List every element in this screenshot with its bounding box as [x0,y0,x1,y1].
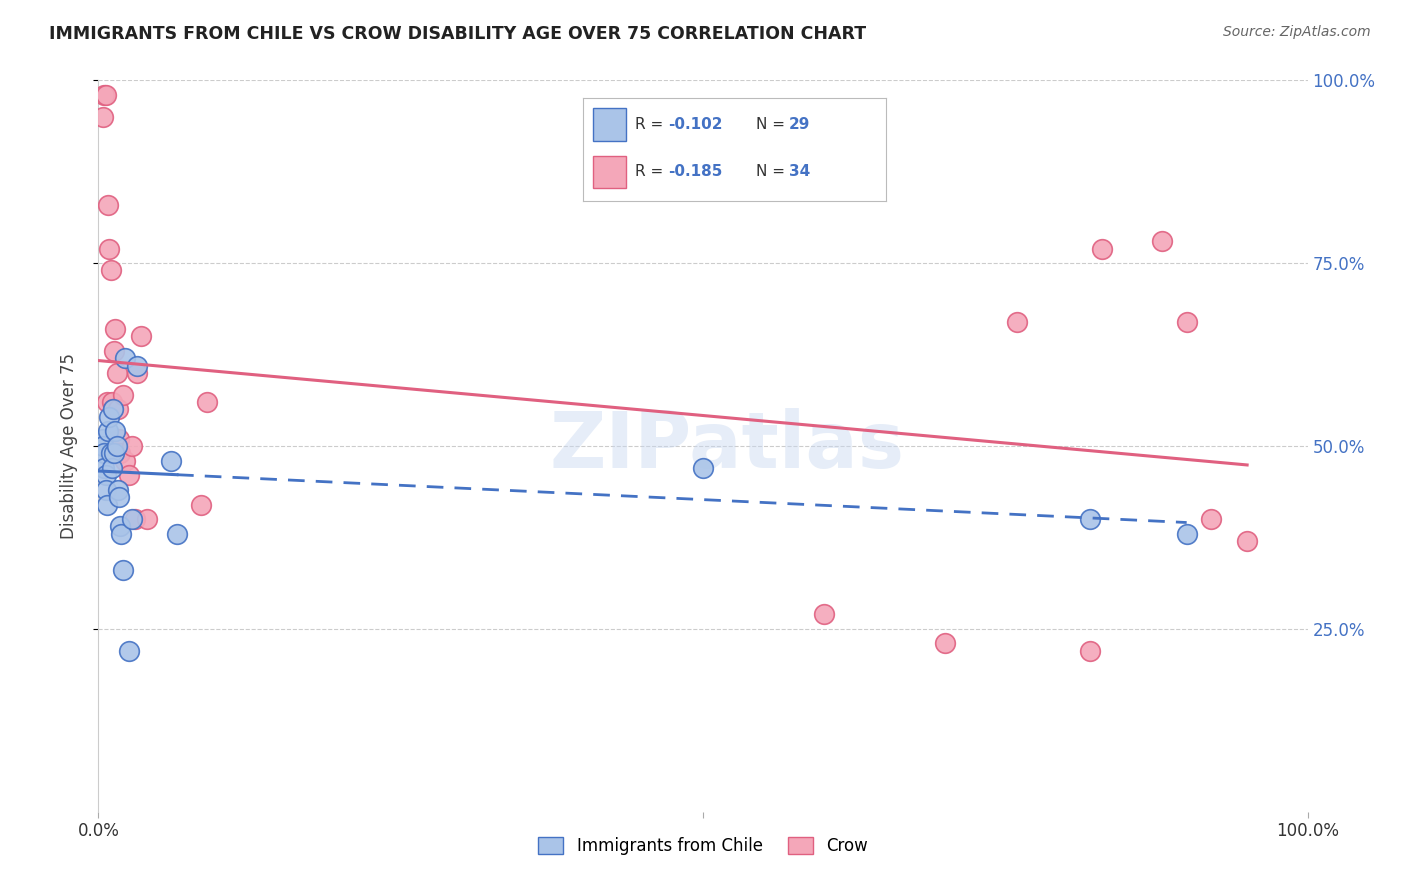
Y-axis label: Disability Age Over 75: Disability Age Over 75 [59,353,77,539]
Point [1175,315,1198,329]
Point [118,644,141,658]
Text: 34: 34 [789,164,810,179]
Point [98,242,121,256]
Point [91,439,114,453]
Point [101,402,124,417]
Point [100,446,122,460]
Point [127,366,149,380]
Text: Source: ZipAtlas.com: Source: ZipAtlas.com [1223,25,1371,39]
Point [124,512,146,526]
Point [108,490,131,504]
Point [97,425,120,439]
Point [127,359,149,373]
Point [108,519,131,533]
Point [100,461,122,475]
Point [1175,526,1198,541]
Point [108,446,131,460]
Point [105,366,128,380]
Point [100,395,122,409]
Point [94,483,117,497]
Point [1152,234,1174,248]
Point [91,110,114,124]
Point [1078,644,1101,658]
Point [108,432,131,446]
Point [1199,512,1222,526]
Point [118,468,141,483]
Point [195,395,218,409]
Point [104,425,127,439]
Point [98,409,121,424]
Text: N =: N = [756,117,790,132]
Bar [592,155,626,188]
Point [91,432,114,446]
Text: R =: R = [636,164,668,179]
Point [100,263,122,277]
Point [105,439,128,453]
Text: -0.102: -0.102 [668,117,723,132]
Bar [592,108,626,141]
Point [96,395,118,409]
Point [1078,512,1101,526]
Point [1236,534,1258,549]
Point [166,526,188,541]
Point [160,453,183,467]
Point [93,461,115,475]
Point [110,526,132,541]
Point [94,87,117,102]
Point [129,329,152,343]
Legend: Immigrants from Chile, Crow: Immigrants from Chile, Crow [531,830,875,862]
Point [104,322,127,336]
Point [813,607,835,622]
Text: R =: R = [636,117,668,132]
Point [103,343,125,358]
Point [97,197,120,211]
Point [135,512,157,526]
Point [121,512,143,526]
Point [96,498,118,512]
Text: 29: 29 [789,117,810,132]
Point [107,483,129,497]
Point [1007,315,1029,329]
Text: N =: N = [756,164,790,179]
Point [94,468,117,483]
Point [103,446,125,460]
Point [111,388,134,402]
Point [107,402,129,417]
Point [1091,242,1114,256]
Text: IMMIGRANTS FROM CHILE VS CROW DISABILITY AGE OVER 75 CORRELATION CHART: IMMIGRANTS FROM CHILE VS CROW DISABILITY… [49,25,866,43]
Point [121,439,143,453]
Text: ZIPatlas: ZIPatlas [550,408,904,484]
Point [93,87,115,102]
Point [111,563,134,577]
Point [114,351,136,366]
Point [101,402,124,417]
Point [190,498,212,512]
Point [93,446,115,460]
Point [114,453,136,467]
Point [692,461,714,475]
Text: -0.185: -0.185 [668,164,723,179]
Point [934,636,956,650]
